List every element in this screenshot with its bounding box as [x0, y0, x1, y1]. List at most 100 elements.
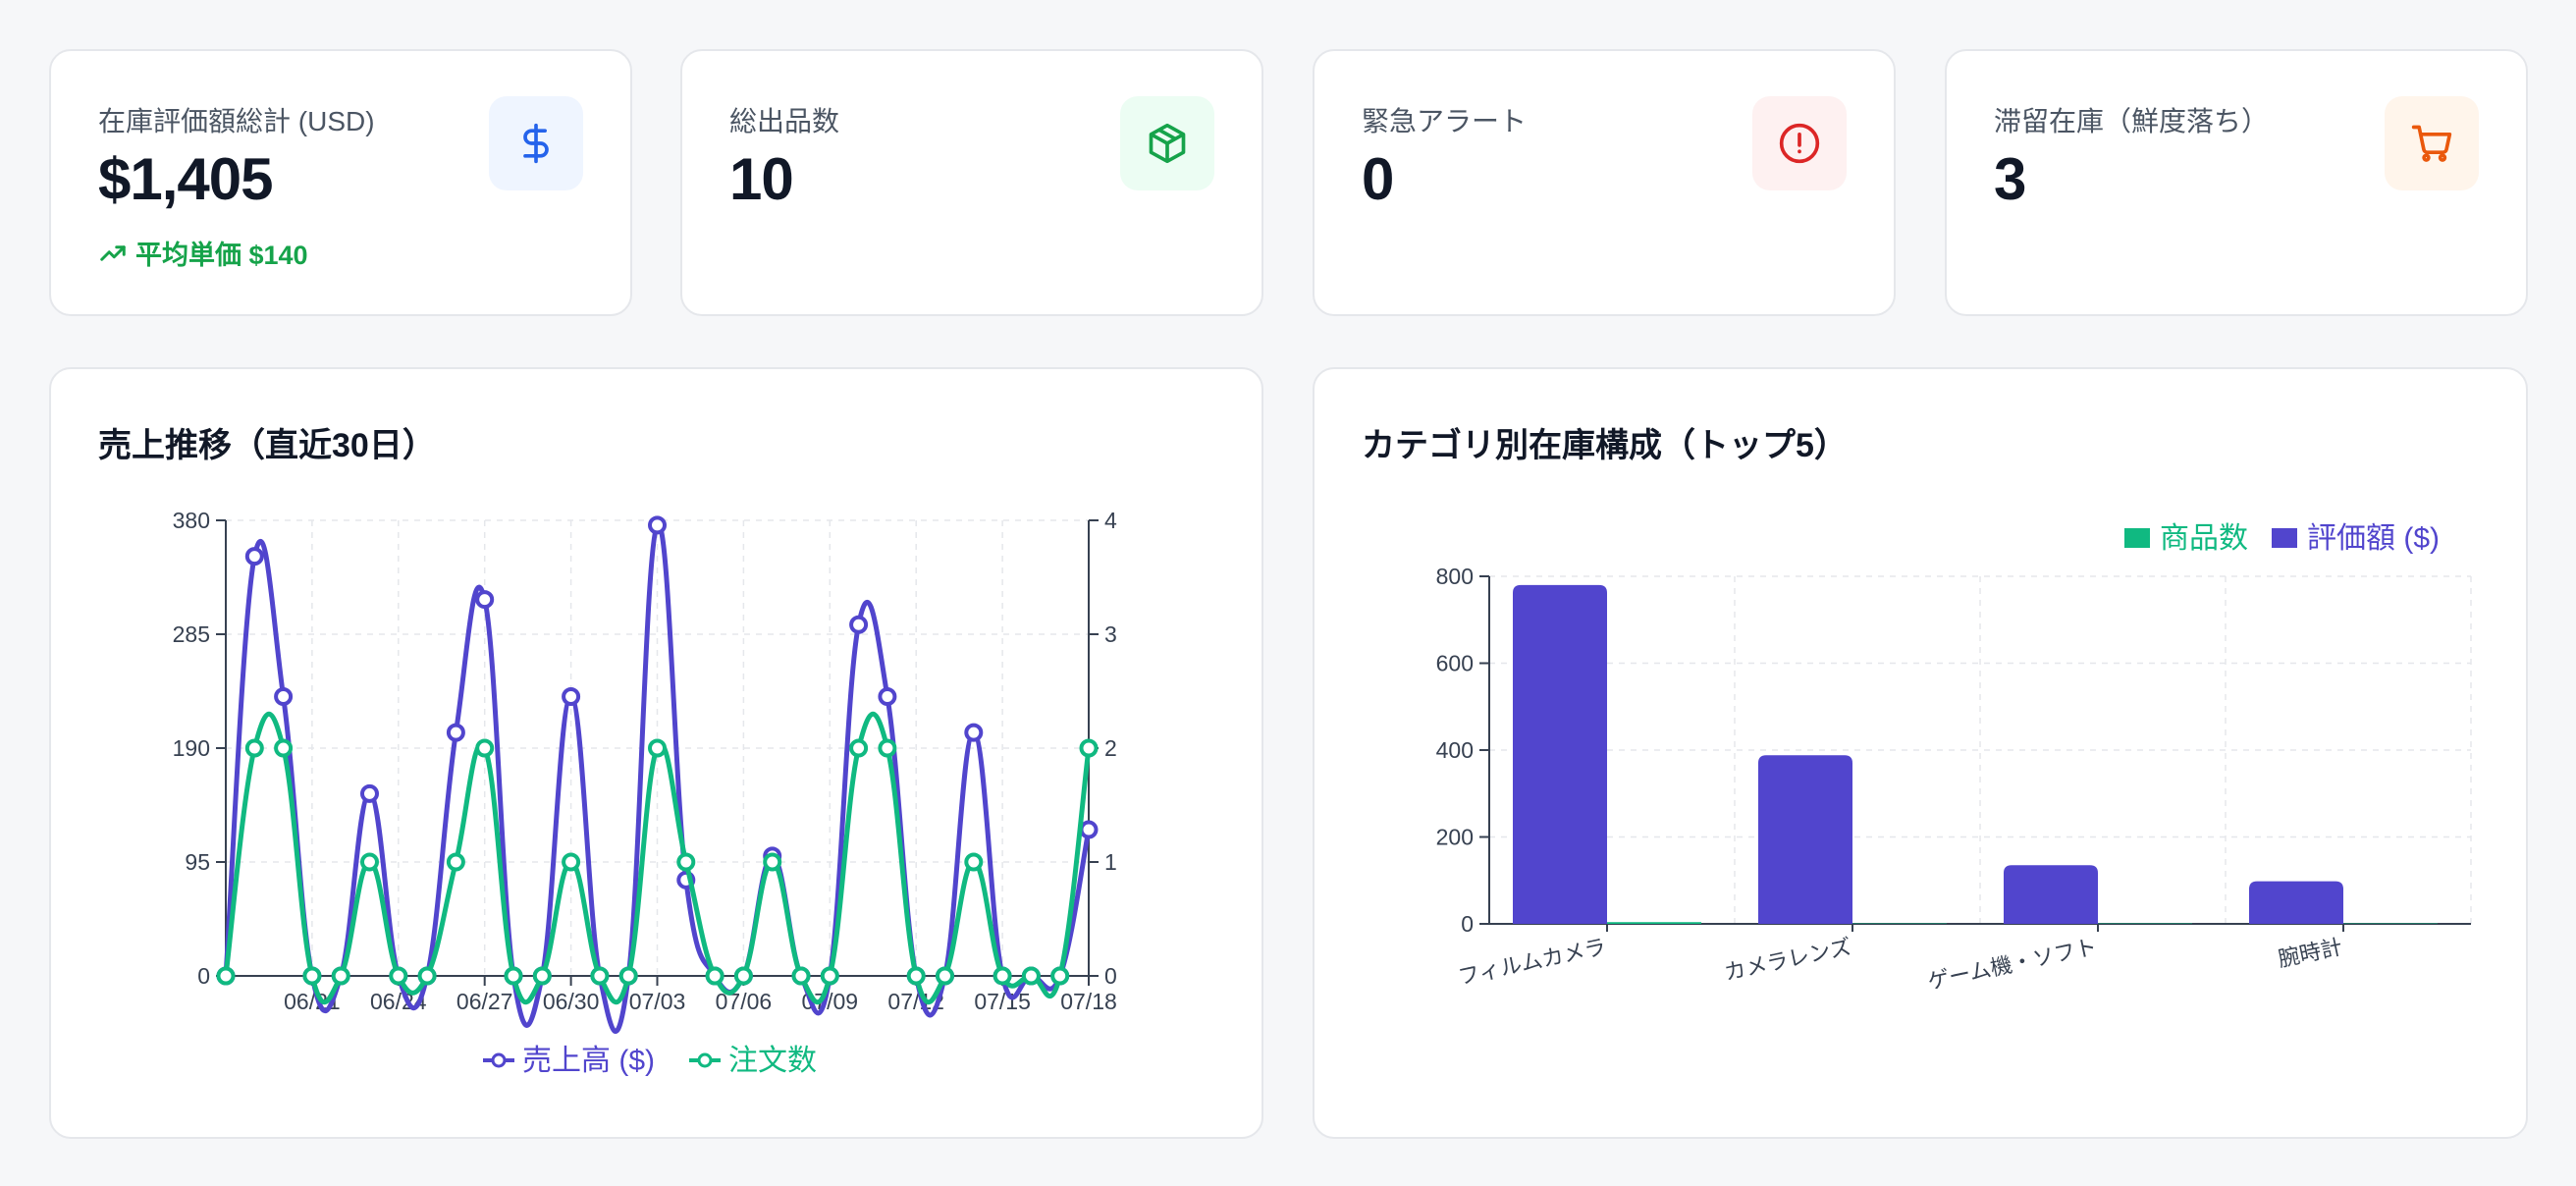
package-icon-box: [1120, 96, 1214, 190]
x-tick-label: 06/27: [456, 989, 513, 1014]
sales-data-point: [648, 515, 667, 535]
orders-data-point: [590, 966, 610, 986]
legend-label-orders: 注文数: [728, 1045, 817, 1077]
orders-data-point: [849, 738, 869, 758]
sales-data-point: [964, 723, 984, 742]
orders-data-point: [878, 738, 897, 758]
orders-data-point: [791, 966, 811, 986]
stat-value: 0: [1362, 146, 1394, 212]
sales-data-point: [274, 686, 294, 706]
dollar-icon-box: [489, 96, 583, 190]
y-tick-label-left: 190: [173, 735, 210, 761]
y-tick-label: 800: [1436, 564, 1474, 589]
orders-data-point: [532, 966, 552, 986]
y-tick-label-left: 0: [197, 963, 210, 989]
y-tick-label-left: 285: [173, 621, 210, 647]
orders-data-point: [1021, 966, 1041, 986]
dollar-icon: [523, 123, 549, 164]
y-tick-label-left: 380: [173, 508, 210, 533]
orders-data-point: [417, 966, 437, 986]
cart-icon-box: [2385, 96, 2479, 190]
legend-marker: [491, 1052, 507, 1068]
legend-label-count: 商品数: [2160, 522, 2248, 555]
stat-value: 10: [729, 146, 794, 212]
sales-data-point: [475, 590, 495, 610]
sales-data-point: [360, 783, 379, 803]
category-bar-chart: 0 200 400 600 800 フィルムカメラ カメラレンズ ゲーム機・ソフト 腕時計 商品数…: [1436, 522, 2472, 994]
stat-label: 緊急アラート: [1362, 106, 1528, 136]
orders-data-point: [705, 966, 724, 986]
stat-label: 滞留在庫（鮮度落ち）: [1994, 106, 2270, 136]
sales-data-point: [446, 723, 465, 742]
orders-data-point: [618, 966, 638, 986]
y-tick-label: 0: [1461, 911, 1474, 937]
sales-data-point: [1079, 820, 1099, 839]
orders-data-point: [475, 738, 495, 758]
grid-lines: [1489, 575, 2472, 925]
x-tick-label: 07/03: [629, 989, 686, 1014]
orders-data-point: [906, 966, 926, 986]
x-tick-label: フィルムカメラ: [1456, 934, 1608, 989]
legend-swatch: [2124, 528, 2150, 548]
stat-value: $1,405: [98, 146, 274, 212]
orders-data-point: [360, 852, 379, 872]
orders-data-point: [302, 966, 322, 986]
orders-data-point: [216, 966, 236, 986]
sales-series-line: [223, 521, 1092, 1034]
panel-title: 売上推移（直近30日）: [98, 427, 436, 464]
value-bar: [2249, 881, 2343, 924]
x-tick-label: 07/15: [974, 989, 1031, 1014]
legend-label-value: 評価額 ($): [2307, 522, 2440, 555]
x-tick-label: カメラレンズ: [1722, 934, 1853, 985]
package-icon: [1149, 123, 1186, 164]
average-price-text: 平均単価 $140: [135, 241, 308, 270]
y-tick-label-left: 95: [185, 849, 210, 875]
panel-title: カテゴリ別在庫構成（トップ5）: [1362, 427, 1848, 464]
value-bar: [1758, 755, 1852, 924]
y-tick-label-right: 4: [1104, 508, 1117, 533]
stat-value: 3: [1994, 146, 2026, 212]
x-tick-label: 07/18: [1060, 989, 1117, 1014]
alert-circle-icon: [1779, 123, 1820, 164]
cart-icon: [2411, 125, 2452, 162]
value-bar: [1513, 584, 1607, 924]
orders-data-point: [389, 966, 408, 986]
sales-trend-panel: 売上推移（直近30日） 0 95 190 285 380 0 1 2 3 4 06/21 06/24 0…: [49, 367, 1263, 1139]
sales-data-point: [562, 686, 581, 706]
x-tick-label: ゲーム機・ソフト: [1925, 934, 2099, 994]
stat-card-urgent-alerts: 緊急アラート 0: [1313, 49, 1896, 316]
orders-data-point: [1079, 738, 1099, 758]
value-bar: [2004, 865, 2098, 924]
stat-subtext: 平均単価 $140: [98, 234, 308, 272]
y-tick-label: 600: [1436, 651, 1474, 676]
stat-card-total-listings: 総出品数 10: [680, 49, 1263, 316]
sales-data-point: [244, 547, 264, 566]
x-tick-label: 06/30: [543, 989, 600, 1014]
category-stock-panel: カテゴリ別在庫構成（トップ5） 0 200 400 600 800 フィルムカメラ カメラレ…: [1313, 367, 2528, 1139]
orders-data-point: [763, 852, 782, 872]
y-tick-label-right: 1: [1104, 849, 1117, 875]
legend-label-sales: 売上高 ($): [522, 1045, 655, 1077]
sales-data-point: [878, 686, 897, 706]
y-tick-label: 400: [1436, 737, 1474, 763]
sales-data-point: [849, 615, 869, 634]
orders-data-point: [820, 966, 839, 986]
trending-up-icon: [100, 244, 126, 261]
orders-data-point: [562, 852, 581, 872]
stat-label: 在庫評価額総計 (USD): [98, 106, 375, 136]
y-tick-label-right: 3: [1104, 621, 1117, 647]
legend-marker: [697, 1052, 713, 1068]
chart-legend: 商品数 評価額 ($): [2124, 522, 2440, 555]
orders-data-point: [244, 738, 264, 758]
legend-swatch: [2272, 528, 2297, 548]
alert-icon-box: [1752, 96, 1847, 190]
orders-data-point: [274, 738, 294, 758]
x-tick-label: 腕時計: [2276, 934, 2344, 971]
orders-data-point: [936, 966, 954, 986]
y-tick-label-right: 0: [1104, 963, 1117, 989]
orders-data-point: [964, 852, 984, 872]
orders-data-point: [676, 852, 696, 872]
orders-data-point: [446, 852, 465, 872]
y-tick-label: 200: [1436, 825, 1474, 850]
